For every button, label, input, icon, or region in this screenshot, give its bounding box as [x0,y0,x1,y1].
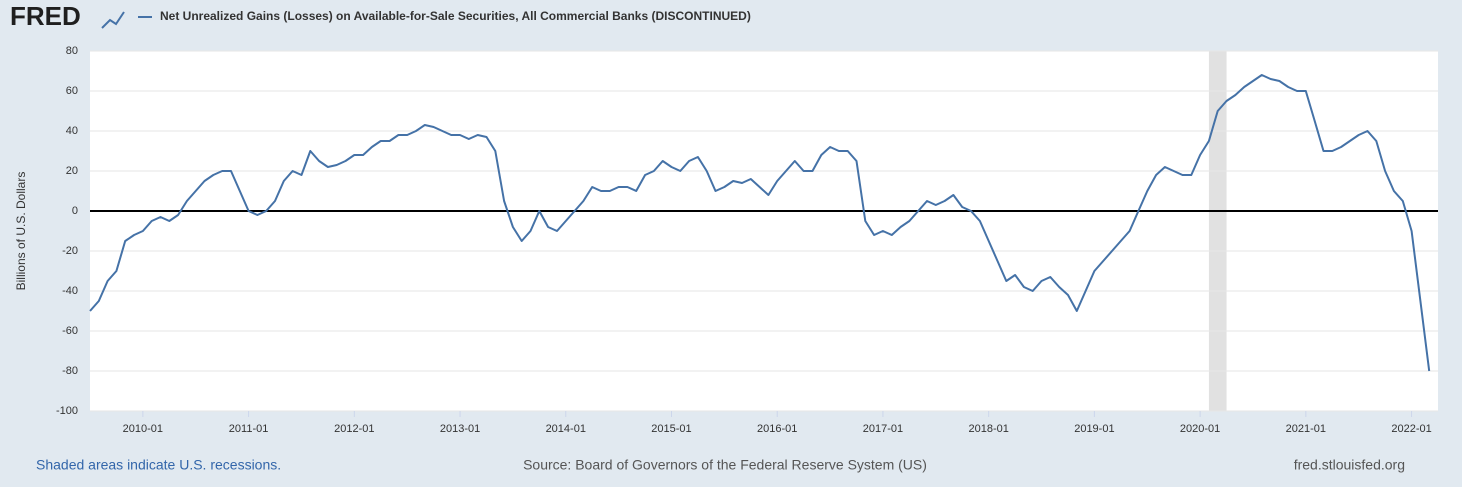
recession-note: Shaded areas indicate U.S. recessions. [36,457,281,473]
y-tick-label: 80 [66,45,78,57]
x-tick-label: 2014-01 [546,423,586,435]
x-tick-label: 2022-01 [1391,423,1431,435]
series-line [89,74,1431,372]
site: fred.stlouisfed.org [1294,457,1405,473]
x-tick-label: 2012-01 [334,423,374,435]
y-axis-label: Billions of U.S. Dollars [14,172,28,291]
y-tick-label: -20 [62,245,78,257]
x-tick-label: 2021-01 [1286,423,1326,435]
source: Source: Board of Governors of the Federa… [523,457,927,473]
y-tick-label: 0 [72,205,78,217]
y-tick-label: 20 [66,165,78,177]
x-tick-label: 2019-01 [1074,423,1114,435]
y-tick-label: 40 [66,125,78,137]
x-tick-label: 2011-01 [229,423,269,435]
y-tick-label: 60 [66,85,78,97]
logo-icon [101,11,125,29]
x-tick-label: 2018-01 [968,423,1008,435]
x-tick-label: 2013-01 [440,423,480,435]
plot-area [90,51,1438,411]
y-tick-label: -60 [62,325,78,337]
chart-title: Net Unrealized Gains (Losses) on Availab… [160,9,751,23]
x-tick-label: 2017-01 [863,423,903,435]
y-tick-label: -80 [62,365,78,377]
x-tick-label: 2016-01 [757,423,797,435]
y-tick-label: -40 [62,285,78,297]
x-tick-label: 2010-01 [123,423,163,435]
x-tick-label: 2020-01 [1180,423,1220,435]
x-tick-label: 2015-01 [651,423,691,435]
logo: FRED [10,1,81,31]
recession-band [1208,51,1227,411]
y-tick-label: -100 [56,405,78,417]
